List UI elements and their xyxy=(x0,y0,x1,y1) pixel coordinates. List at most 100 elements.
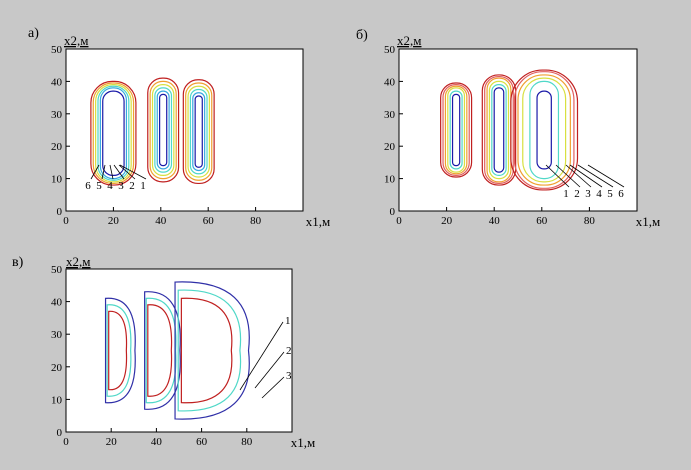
y-tick-label: 30 xyxy=(384,109,396,121)
contour-line xyxy=(187,85,210,178)
x-tick-label: 40 xyxy=(155,215,167,227)
x-axis-label: x1,м xyxy=(306,214,330,229)
y-tick-label: 0 xyxy=(390,206,396,218)
contour-line xyxy=(442,84,470,176)
contour-number-label: 5 xyxy=(607,188,613,200)
y-tick-label: 10 xyxy=(384,174,396,186)
y-tick-label: 10 xyxy=(51,394,63,406)
contour-line xyxy=(177,289,242,412)
contour-number-label: 4 xyxy=(596,188,602,200)
y-tick-label: 20 xyxy=(384,141,396,153)
callout-line xyxy=(254,351,285,389)
contour-line xyxy=(447,87,466,173)
y-tick-label: 20 xyxy=(51,141,63,153)
y-tick-label: 30 xyxy=(51,109,63,121)
plot-area xyxy=(65,268,293,433)
y-tick-label: 50 xyxy=(384,44,396,56)
y-tick-label: 40 xyxy=(51,76,63,88)
contour-line xyxy=(147,77,180,183)
y-tick-label: 50 xyxy=(51,264,63,276)
callout-line xyxy=(565,164,592,188)
x-axis-label: x1,м xyxy=(636,214,660,229)
callout-line xyxy=(545,164,570,188)
y-tick-label: 40 xyxy=(51,297,63,309)
x-tick-label: 0 xyxy=(396,215,402,227)
contour-line xyxy=(513,71,575,189)
contour-line xyxy=(529,80,560,180)
x-tick-label: 20 xyxy=(108,215,120,227)
y-tick-label: 20 xyxy=(51,362,63,374)
contour-line xyxy=(90,80,137,186)
contour-line xyxy=(481,74,517,186)
callout-line xyxy=(119,164,147,180)
contour-number-label: 2 xyxy=(129,180,135,192)
x-tick-label: 0 xyxy=(63,215,69,227)
contour-number-label: 1 xyxy=(285,315,291,327)
contour-number-label: 2 xyxy=(574,188,580,200)
contour-line xyxy=(104,297,136,404)
y-tick-label: 0 xyxy=(57,206,63,218)
contour-line xyxy=(493,87,505,173)
contour-line xyxy=(440,82,473,178)
y-tick-label: 50 xyxy=(51,44,63,56)
x-tick-label: 80 xyxy=(241,436,253,448)
callout-line xyxy=(555,164,581,188)
x-tick-label: 80 xyxy=(584,215,596,227)
x-tick-label: 80 xyxy=(250,215,262,227)
contour-number-label: 5 xyxy=(96,180,102,192)
contour-number-label: 6 xyxy=(85,180,91,192)
callout-line xyxy=(577,164,614,188)
callout-line xyxy=(118,164,136,180)
contour-number-label: 4 xyxy=(107,180,113,192)
x-tick-label: 20 xyxy=(441,215,453,227)
y-tick-label: 10 xyxy=(51,174,63,186)
contour-line xyxy=(159,93,168,167)
contour-line xyxy=(149,80,177,180)
contour-line xyxy=(92,82,135,185)
contour-line xyxy=(194,95,203,168)
contour-line xyxy=(522,77,567,183)
y-tick-label: 30 xyxy=(51,329,63,341)
contour-line xyxy=(99,87,128,180)
y-tick-label: 0 xyxy=(57,427,63,439)
x-tick-label: 20 xyxy=(106,436,118,448)
contour-line xyxy=(510,69,579,191)
contour-line xyxy=(108,310,128,391)
y-axis-label: x2,м xyxy=(64,33,88,48)
callout-line xyxy=(90,164,100,180)
x-tick-label: 40 xyxy=(151,436,163,448)
x-axis-label: x1,м xyxy=(291,435,315,450)
x-tick-label: 60 xyxy=(196,436,208,448)
callout-line xyxy=(239,321,284,391)
contour-number-label: 2 xyxy=(286,345,292,357)
contour-line xyxy=(536,90,552,170)
contour-line xyxy=(444,85,468,175)
contour-line xyxy=(451,93,461,167)
panel-label: в) xyxy=(12,255,24,270)
contour-line xyxy=(102,90,125,176)
contour-line xyxy=(192,92,206,172)
contour-line xyxy=(174,281,250,420)
y-tick-label: 40 xyxy=(384,76,396,88)
contour-line xyxy=(156,90,170,170)
contour-line xyxy=(180,297,233,404)
contour-line xyxy=(488,80,510,180)
x-tick-label: 0 xyxy=(63,436,69,448)
callout-line xyxy=(113,164,125,180)
contour-line xyxy=(449,90,463,170)
contour-number-label: 3 xyxy=(286,370,292,382)
callout-line xyxy=(109,164,114,180)
x-tick-label: 60 xyxy=(536,215,548,227)
contour-line xyxy=(484,75,514,185)
contour-line xyxy=(97,85,130,181)
callout-line xyxy=(587,164,625,188)
contour-number-label: 3 xyxy=(585,188,591,200)
callout-line xyxy=(101,164,106,180)
contour-line xyxy=(491,84,507,176)
contour-line xyxy=(151,84,175,176)
contour-line xyxy=(189,88,208,175)
